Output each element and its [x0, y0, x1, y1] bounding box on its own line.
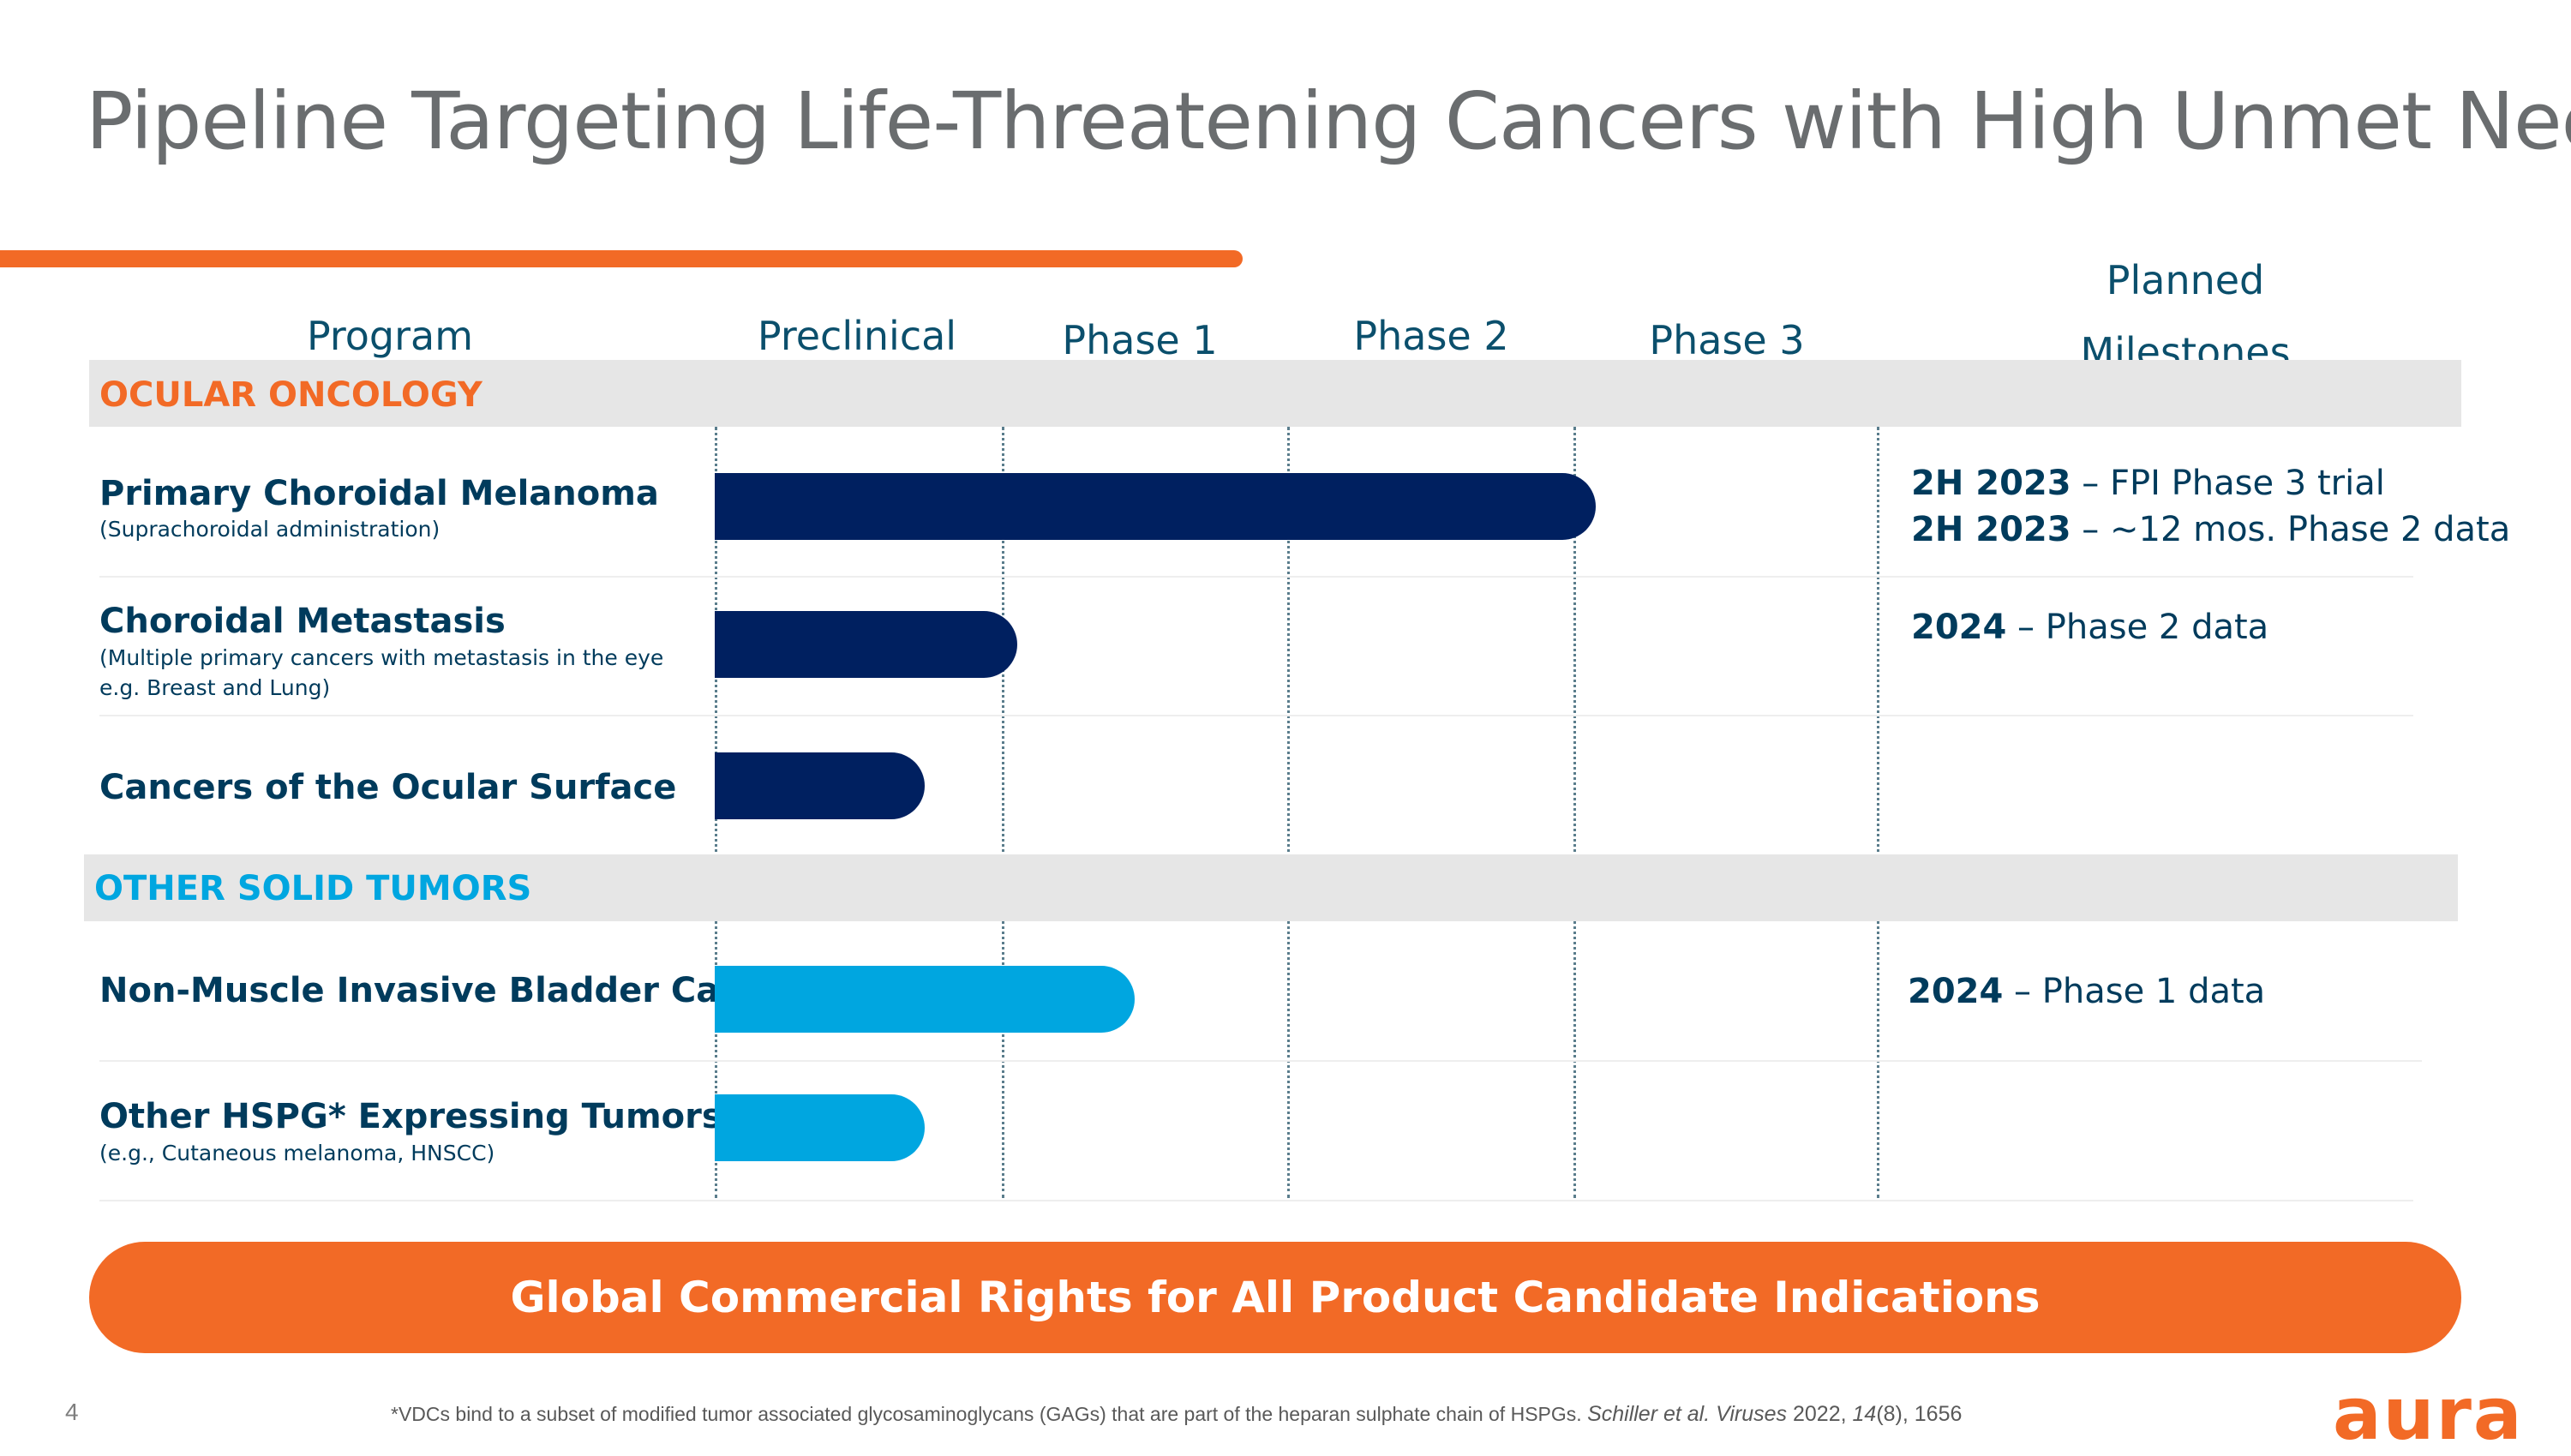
commercial-rights-banner: Global Commercial Rights for All Product… — [89, 1242, 2461, 1353]
milestone-date: 2024 — [1908, 972, 2004, 1011]
milestone-date: 2H 2023 — [1911, 510, 2071, 549]
program-choroidal-metastasis-subtitle-2: e.g. Breast and Lung) — [99, 675, 331, 700]
footnote-ref-issue: (8), 1656 — [1876, 1402, 1963, 1426]
column-header-phase1: Phase 1 — [1062, 317, 1218, 363]
divider-phase1-start — [1002, 427, 1004, 1198]
section-label-solid: OTHER SOLID TUMORS — [94, 869, 532, 908]
aura-logo: aura — [2333, 1372, 2524, 1456]
progress-bar-nmibc — [715, 966, 1135, 1033]
footnote-ref-year: 2022, — [1787, 1402, 1853, 1426]
milestone-nmibc-1: 2024 – Phase 1 data — [1908, 968, 2265, 1015]
program-other-hspg-tumors: Other HSPG* Expressing Tumors — [99, 1097, 722, 1136]
milestone-text: – FPI Phase 3 trial — [2071, 464, 2385, 503]
progress-bar-cancers-ocular-surface — [715, 752, 925, 819]
program-nmibc: Non-Muscle Invasive Bladder Cancer — [99, 971, 805, 1010]
page-title: Pipeline Targeting Life-Threatening Canc… — [86, 75, 2571, 167]
program-cancers-ocular-surface: Cancers of the Ocular Surface — [99, 768, 677, 807]
milestone-date: 2024 — [1911, 608, 2007, 647]
column-header-phase2: Phase 2 — [1353, 313, 1509, 359]
column-header-milestones: Planned Milestones — [2048, 257, 2322, 375]
section-band-ocular — [89, 360, 2461, 427]
milestone-choroidal-metastasis-1: 2024 – Phase 2 data — [1911, 604, 2268, 650]
footnote-ref-volume: 14 — [1852, 1402, 1877, 1426]
progress-bar-other-hspg-tumors — [715, 1094, 925, 1161]
program-choroidal-metastasis: Choroidal Metastasis — [99, 602, 506, 641]
milestone-text: – ~12 mos. Phase 2 data — [2071, 510, 2511, 549]
milestone-text: – Phase 2 data — [2006, 608, 2269, 647]
divider-milestones-start — [1877, 427, 1879, 1198]
milestone-primary-choroidal-melanoma-2: 2H 2023 – ~12 mos. Phase 2 data — [1911, 506, 2510, 553]
milestone-date: 2H 2023 — [1911, 464, 2071, 503]
progress-bar-choroidal-metastasis — [715, 611, 1017, 678]
milestone-text: – Phase 1 data — [2003, 972, 2266, 1011]
column-header-preclinical: Preclinical — [757, 313, 957, 359]
title-accent-line — [0, 250, 1243, 267]
milestones-header-line1: Planned — [2106, 257, 2265, 303]
footnote-text: *VDCs bind to a subset of modified tumor… — [391, 1403, 1588, 1425]
section-label-ocular: OCULAR ONCOLOGY — [99, 375, 482, 415]
progress-bar-primary-choroidal-melanoma — [715, 473, 1596, 540]
program-primary-choroidal-melanoma-subtitle: (Suprachoroidal administration) — [99, 517, 440, 542]
divider-phase3-start — [1573, 427, 1576, 1198]
row-separator — [99, 715, 2413, 716]
milestone-primary-choroidal-melanoma-1: 2H 2023 – FPI Phase 3 trial — [1911, 460, 2385, 506]
footnote-ref: Schiller et al. Viruses 2022, 14(8), 165… — [1587, 1402, 1962, 1426]
section-band-solid — [84, 854, 2458, 921]
row-separator — [99, 1060, 2422, 1062]
footnote: *VDCs bind to a subset of modified tumor… — [391, 1402, 1962, 1427]
program-other-hspg-tumors-subtitle: (e.g., Cutaneous melanoma, HNSCC) — [99, 1141, 495, 1165]
program-choroidal-metastasis-subtitle-1: (Multiple primary cancers with metastasi… — [99, 645, 664, 670]
footnote-ref-authors: Schiller et al. Viruses — [1587, 1402, 1788, 1426]
banner-text: Global Commercial Rights for All Product… — [510, 1273, 2041, 1322]
program-primary-choroidal-melanoma: Primary Choroidal Melanoma — [99, 474, 659, 513]
divider-phase2-start — [1287, 427, 1290, 1198]
column-header-phase3: Phase 3 — [1649, 317, 1805, 363]
row-separator — [99, 576, 2413, 578]
page-number: 4 — [65, 1399, 79, 1425]
column-header-program: Program — [306, 313, 474, 359]
row-separator — [99, 1200, 2413, 1201]
